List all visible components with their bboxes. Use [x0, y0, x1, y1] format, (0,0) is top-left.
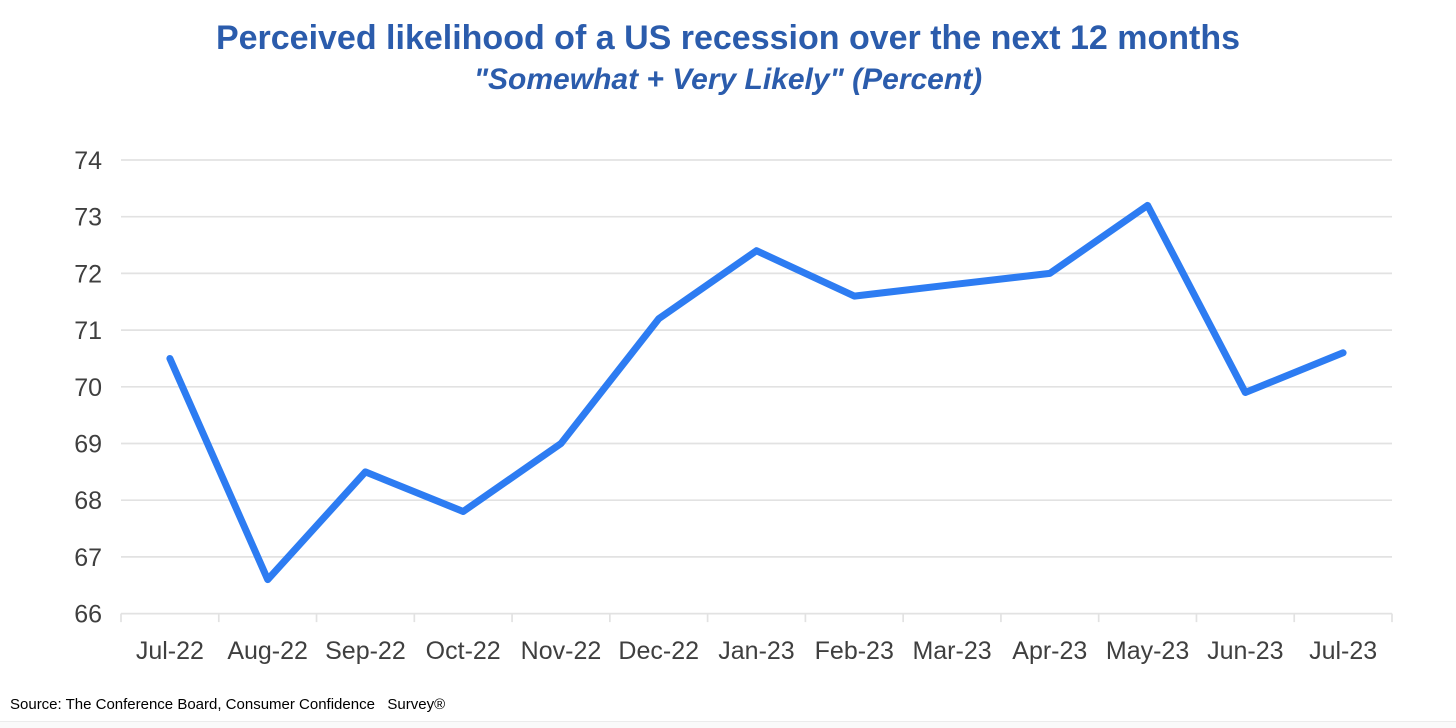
- x-tick-label: Dec-22: [618, 637, 699, 665]
- footer-strip: [0, 721, 1456, 728]
- x-tick-label: May-23: [1106, 637, 1189, 665]
- x-tick-label: Feb-23: [815, 637, 894, 665]
- chart-subtitle: "Somewhat + Very Likely" (Percent): [473, 63, 983, 96]
- line-chart-canvas: 74 73 72 71 70 69 68 67 66 Jul-22 Aug-22 Sep-22 Oct-…: [74, 147, 1393, 665]
- x-tick-label: Jun-23: [1207, 637, 1283, 665]
- chart-header: Perceived likelihood of a US recession o…: [0, 16, 1456, 100]
- source-note: Source: The Conference Board, Consumer C…: [10, 696, 446, 713]
- y-tick-label: 73: [74, 204, 102, 232]
- x-tick-label: Sep-22: [325, 637, 406, 665]
- x-tick-label: Apr-23: [1012, 637, 1087, 665]
- y-tick-label: 72: [74, 260, 102, 288]
- x-tick-label: Jan-23: [718, 637, 794, 665]
- chart-title: Perceived likelihood of a US recession o…: [215, 19, 1241, 57]
- y-tick-label: 67: [74, 544, 102, 572]
- x-tick-label: Aug-22: [227, 637, 308, 665]
- x-tick-label: Nov-22: [521, 637, 602, 665]
- x-tick-label: Jul-23: [1309, 637, 1377, 665]
- series-line: [166, 201, 1347, 584]
- y-tick-label: 70: [74, 374, 102, 402]
- y-tick-label: 74: [74, 147, 102, 175]
- x-tick-label: Oct-22: [426, 637, 501, 665]
- y-tick-label: 69: [74, 431, 102, 459]
- y-tick-label: 68: [74, 487, 102, 515]
- x-tick-label: Mar-23: [912, 637, 991, 665]
- y-tick-label: 71: [74, 317, 102, 345]
- x-tick-label: Jul-22: [136, 637, 204, 665]
- y-tick-label: 66: [74, 601, 102, 629]
